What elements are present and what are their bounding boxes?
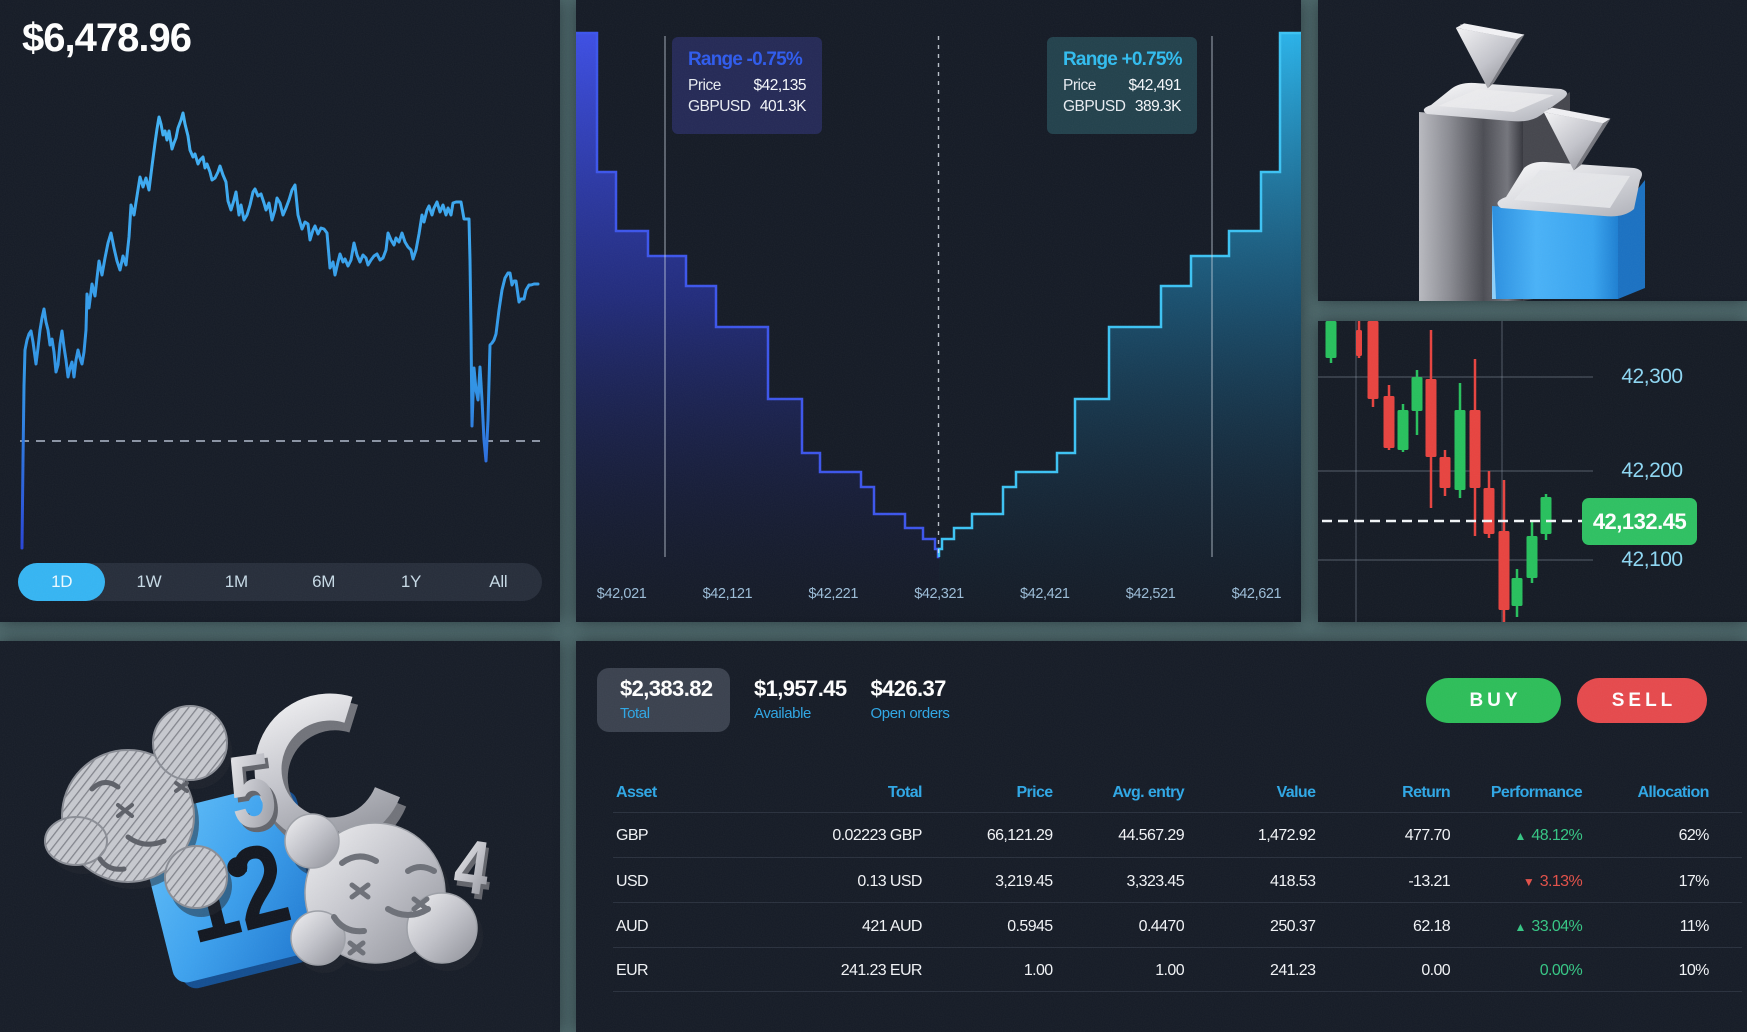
current-price-tag: 42,132.45 — [1582, 498, 1697, 545]
column-header-asset: Asset — [616, 783, 657, 801]
portfolio-line-chart — [20, 111, 540, 550]
table-row-separator — [613, 947, 1742, 948]
candlestick-chart[interactable] — [1318, 321, 1747, 622]
portfolio-panel: $6,478.96 1D 1W 1M 6M 1Y All — [0, 0, 560, 622]
candle-y-label: 42,200 — [1621, 459, 1683, 482]
cell-allocation: 62% — [1678, 827, 1710, 844]
column-header-allocation: Allocation — [1637, 783, 1709, 801]
cell-asset: EUR — [616, 962, 649, 979]
holdings-table: Asset Total Price Avg. entry Value Return Perf… — [576, 641, 1747, 1032]
table-row-separator — [613, 991, 1742, 992]
pillars-3d-illustration — [1419, 23, 1645, 301]
cell-performance: ▼ 3.13% — [1522, 873, 1583, 890]
cell-allocation: 11% — [1679, 917, 1710, 935]
cell-total: 0.13 USD — [857, 873, 922, 890]
triangle-down-icon: ▼ — [1522, 875, 1535, 889]
depth-x-label: $42,521 — [1125, 586, 1176, 602]
bid-price-label: Price — [688, 77, 721, 94]
depth-chart-panel: Range -0.75% Price $42,135 GBPUSD 401.3K R… — [576, 0, 1301, 622]
cell-return: -13.21 — [1408, 873, 1451, 890]
column-header-avg_entry: Avg. entry — [1112, 783, 1184, 801]
cell-return: 0.00 — [1421, 962, 1451, 979]
portfolio-balance: $6,478.96 — [22, 16, 192, 60]
range-button-all[interactable]: All — [489, 572, 508, 591]
depth-x-label: $42,621 — [1231, 586, 1282, 602]
range-button-1w[interactable]: 1W — [136, 572, 162, 591]
ask-tooltip-title: Range +0.75% — [1063, 49, 1183, 70]
ask-price-value: $42,491 — [1128, 77, 1181, 94]
table-row-separator — [613, 857, 1742, 858]
bid-price-value: $42,135 — [753, 77, 806, 94]
cell-allocation: 10% — [1678, 962, 1710, 979]
table-row-separator — [613, 811, 1742, 813]
cell-price: 1.00 — [1023, 962, 1053, 979]
cell-total: 241.23 EUR — [840, 962, 923, 979]
candle-y-label: 42,100 — [1621, 548, 1683, 571]
cell-performance: 0.00% — [1539, 962, 1583, 979]
silver-number-4: 4 4 — [449, 823, 497, 917]
triangle-up-icon: ▲ — [1514, 829, 1527, 843]
candle-y-label: 42,300 — [1621, 365, 1683, 388]
column-header-total: Total — [887, 783, 923, 801]
depth-x-label: $42,021 — [596, 586, 647, 602]
ask-price-label: Price — [1063, 77, 1096, 94]
bid-tooltip-title: Range -0.75% — [688, 49, 803, 70]
depth-x-label: $42,421 — [1019, 586, 1070, 602]
cell-return: 62.18 — [1413, 917, 1451, 935]
cell-avg-entry: 0.4470 — [1138, 917, 1185, 935]
numbers-3d-illustration: 12 5 5 — [44, 693, 497, 989]
cell-asset: AUD — [616, 917, 649, 935]
cell-price: 3,219.45 — [995, 873, 1053, 890]
column-header-price: Price — [1016, 783, 1053, 801]
numbers-illustration-panel: 12 5 5 — [0, 641, 560, 1032]
cell-performance: ▲ 33.04% — [1514, 917, 1583, 935]
bid-volume-value: 401.3K — [759, 98, 807, 115]
cell-asset: USD — [616, 873, 649, 890]
column-header-return: Return — [1402, 783, 1451, 801]
pillars-illustration-panel — [1318, 0, 1747, 301]
cell-value: 418.53 — [1270, 873, 1316, 890]
cell-price: 66,121.29 — [986, 827, 1053, 844]
cell-value: 241.23 — [1270, 962, 1316, 979]
time-range-selector: 1D 1W 1M 6M 1Y All — [18, 563, 542, 601]
range-button-1y[interactable]: 1Y — [400, 572, 422, 591]
cell-allocation: 17% — [1678, 873, 1710, 890]
cell-value: 250.37 — [1270, 917, 1316, 935]
column-header-value: Value — [1276, 783, 1316, 801]
candlestick-panel: 42,300 42,200 42,100 42,132.45 — [1318, 321, 1747, 622]
cell-return: 477.70 — [1404, 827, 1451, 844]
triangle-up-icon: ▲ — [1514, 919, 1527, 934]
bid-tooltip: Range -0.75% Price $42,135 GBPUSD 401.3K — [672, 37, 822, 134]
cell-value: 1,472.92 — [1257, 827, 1316, 844]
cell-total: 421 AUD — [862, 917, 922, 935]
cell-asset: GBP — [616, 827, 649, 844]
bid-pair-label: GBPUSD — [688, 98, 751, 115]
ask-volume-value: 389.3K — [1134, 98, 1182, 115]
cell-performance: ▲ 48.12% — [1514, 827, 1583, 844]
range-button-1m[interactable]: 1M — [224, 572, 248, 591]
cell-total: 0.02223 GBP — [832, 827, 922, 844]
ask-tooltip: Range +0.75% Price $42,491 GBPUSD 389.3K — [1047, 37, 1197, 134]
range-button-6m[interactable]: 6M — [312, 572, 336, 591]
table-row-separator — [613, 901, 1742, 903]
depth-x-label: $42,221 — [808, 586, 858, 602]
depth-x-label: $42,321 — [914, 586, 964, 602]
column-header-performance: Performance — [1490, 783, 1583, 801]
ask-pair-label: GBPUSD — [1063, 98, 1126, 115]
cell-price: 0.5945 — [1007, 917, 1053, 935]
cell-avg-entry: 44.567.29 — [1118, 827, 1184, 844]
account-panel: $2,383.82 Total $1,957.45 Available $426… — [576, 641, 1747, 1032]
depth-x-label: $42,121 — [702, 586, 753, 602]
cell-avg-entry: 1.00 — [1155, 962, 1184, 979]
cell-avg-entry: 3,323.45 — [1126, 873, 1185, 890]
range-button-1d[interactable]: 1D — [18, 563, 106, 601]
